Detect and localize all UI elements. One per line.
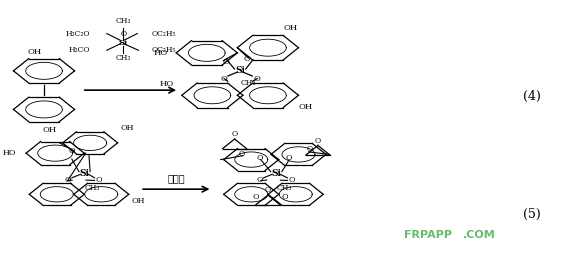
Text: O: O [256, 154, 263, 162]
Text: CH₃: CH₃ [116, 17, 131, 25]
Text: (5): (5) [523, 208, 541, 221]
Text: O: O [265, 186, 271, 194]
Text: O: O [220, 75, 227, 83]
Text: O: O [68, 147, 75, 155]
Text: OH: OH [283, 24, 297, 32]
Text: CH₃: CH₃ [276, 184, 292, 192]
Text: HO: HO [154, 49, 168, 57]
Text: OH: OH [27, 48, 42, 56]
Text: O: O [65, 176, 71, 184]
Text: O: O [315, 137, 321, 145]
Text: Si: Si [80, 169, 90, 178]
Text: O: O [239, 151, 245, 158]
Text: HO: HO [3, 149, 16, 157]
Text: O: O [254, 75, 260, 83]
Text: O: O [232, 130, 238, 138]
Text: O: O [252, 193, 259, 201]
Text: O: O [256, 176, 263, 184]
Text: OC₂H₅: OC₂H₅ [151, 30, 176, 37]
Text: O: O [243, 55, 250, 63]
Text: O: O [121, 30, 127, 37]
Text: H₃C₂O: H₃C₂O [66, 30, 90, 37]
Text: O: O [95, 176, 102, 184]
Text: OC₂H₅: OC₂H₅ [151, 46, 176, 54]
Text: OH: OH [43, 126, 57, 134]
Text: 环氧化: 环氧化 [167, 173, 185, 183]
Text: .COM: .COM [462, 230, 495, 241]
Text: CH₃: CH₃ [85, 184, 100, 192]
Text: Si: Si [119, 38, 128, 47]
Text: HO: HO [159, 80, 174, 88]
Text: O: O [282, 193, 288, 201]
Text: O: O [285, 154, 292, 162]
Text: (4): (4) [523, 90, 541, 103]
Text: O: O [223, 58, 229, 66]
Text: Si: Si [235, 66, 245, 75]
Text: FRPAPP: FRPAPP [404, 230, 452, 241]
Text: Si: Si [272, 169, 281, 178]
Text: O: O [288, 176, 295, 184]
Text: OH: OH [121, 124, 134, 132]
Text: OH: OH [132, 197, 145, 205]
Text: OH: OH [298, 103, 312, 110]
Text: H₃CO: H₃CO [68, 46, 90, 54]
Text: O: O [306, 145, 312, 153]
Text: CH₃: CH₃ [240, 79, 255, 87]
Text: CH₃: CH₃ [116, 54, 131, 62]
